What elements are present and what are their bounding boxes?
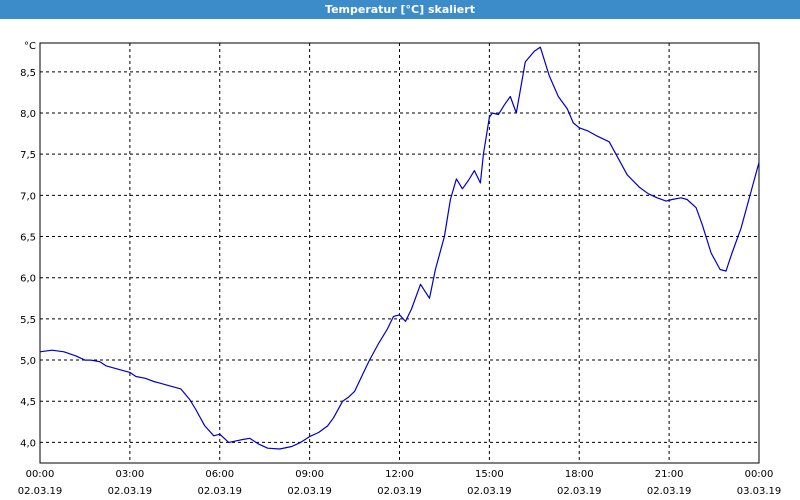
x-tick-time: 21:00 bbox=[655, 469, 684, 480]
x-tick-date: 02.03.19 bbox=[647, 486, 692, 497]
x-axis-tick-labels: 00:00 02.03.19 03:00 02.03.19 06:00 02.03.19 0… bbox=[18, 469, 782, 497]
y-tick-label: 8,5 bbox=[20, 68, 36, 79]
y-tick-label: 5,5 bbox=[20, 315, 36, 326]
y-unit-label: °C bbox=[24, 41, 36, 52]
chart-title: Temperatur [°C] skaliert bbox=[325, 3, 475, 16]
x-tick-time: 15:00 bbox=[475, 469, 504, 480]
x-tick-date: 02.03.19 bbox=[197, 486, 242, 497]
plot-frame bbox=[39, 42, 760, 464]
x-tick-date: 02.03.19 bbox=[287, 486, 332, 497]
x-tick-time: 03:00 bbox=[115, 469, 144, 480]
x-tick-date: 02.03.19 bbox=[18, 486, 63, 497]
y-tick-label: 4,0 bbox=[20, 438, 36, 449]
x-tick-time: 12:00 bbox=[385, 469, 414, 480]
x-tick-date: 03.03.19 bbox=[737, 486, 782, 497]
y-tick-label: 6,0 bbox=[20, 274, 36, 285]
y-tick-label: 4,5 bbox=[20, 397, 36, 408]
grid-lines bbox=[39, 43, 760, 463]
data-series bbox=[39, 46, 760, 450]
temperature-line bbox=[39, 46, 760, 450]
y-tick-label: 5,0 bbox=[20, 356, 36, 367]
x-tick-time: 06:00 bbox=[205, 469, 234, 480]
chart-title-bar: Temperatur [°C] skaliert bbox=[0, 0, 800, 19]
x-tick-time: 18:00 bbox=[565, 469, 594, 480]
y-axis-tick-labels: 4,0 4,5 5,0 5,5 6,0 6,5 7,0 7,5 8,0 8,5 bbox=[20, 68, 36, 450]
x-tick-time: 09:00 bbox=[295, 469, 324, 480]
x-tick-time: 00:00 bbox=[26, 469, 55, 480]
y-tick-label: 6,5 bbox=[20, 233, 36, 244]
y-tick-label: 8,0 bbox=[20, 109, 36, 120]
x-tick-date: 02.03.19 bbox=[108, 486, 153, 497]
temperature-chart: °C 4,04,55,05,56,06,57,07,58,08,5 00:000… bbox=[18, 41, 782, 497]
y-tick-label: 7,0 bbox=[20, 191, 36, 202]
x-tick-time: 00:00 bbox=[745, 469, 774, 480]
x-tick-date: 02.03.19 bbox=[557, 486, 602, 497]
x-tick-date: 02.03.19 bbox=[377, 486, 422, 497]
y-tick-label: 7,5 bbox=[20, 150, 36, 161]
x-tick-date: 02.03.19 bbox=[467, 486, 512, 497]
